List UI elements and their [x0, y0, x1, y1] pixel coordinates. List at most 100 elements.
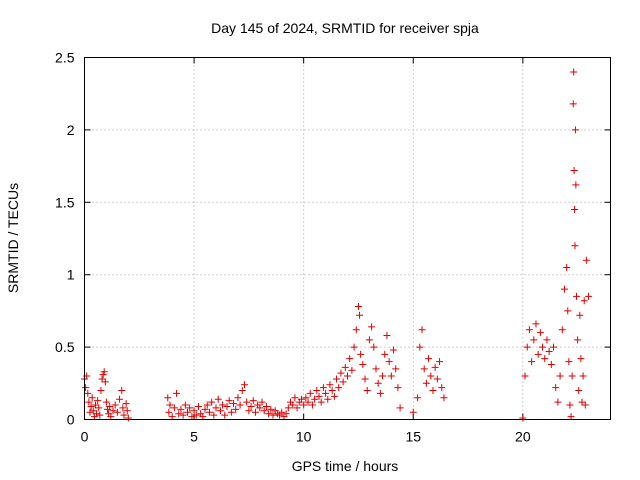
data-point [300, 401, 308, 409]
data-point [536, 329, 544, 337]
data-point [234, 394, 242, 402]
y-tick-label: 2 [67, 122, 75, 138]
data-point [265, 410, 273, 418]
data-point [304, 398, 312, 406]
data-point [293, 404, 301, 412]
data-point [365, 336, 373, 344]
data-point [416, 343, 424, 351]
data-point [582, 256, 590, 264]
data-point [532, 320, 540, 328]
data-point [330, 392, 338, 400]
data-point [84, 389, 92, 397]
data-point [339, 378, 347, 386]
data-point [560, 285, 568, 293]
data-point [175, 410, 183, 418]
data-point [101, 378, 109, 386]
data-point [568, 372, 576, 380]
data-point [313, 387, 321, 395]
data-point [260, 407, 268, 415]
data-point [585, 292, 593, 300]
data-point [190, 407, 198, 415]
data-point [361, 375, 369, 383]
data-point [123, 407, 131, 415]
data-point [436, 358, 444, 366]
data-point [356, 311, 364, 319]
data-point [534, 350, 542, 358]
data-point [572, 181, 580, 189]
data-point [97, 387, 105, 395]
data-point [93, 410, 101, 418]
data-point [344, 372, 351, 380]
data-point [570, 68, 578, 76]
data-point [291, 394, 299, 402]
data-point [124, 414, 132, 422]
data-point [530, 336, 538, 344]
x-axis-label: GPS time / hours [292, 458, 399, 474]
data-point [576, 311, 584, 319]
data-point [322, 389, 330, 397]
data-point [381, 350, 389, 358]
data-point [251, 408, 259, 416]
data-point [385, 358, 393, 366]
data-point [566, 401, 574, 409]
data-point [166, 401, 174, 409]
data-point [335, 384, 343, 392]
data-point [317, 398, 325, 406]
data-point [194, 402, 202, 410]
data-point [184, 408, 192, 416]
data-point [570, 166, 578, 174]
data-point [545, 347, 553, 355]
data-point [341, 363, 349, 371]
data-point [170, 404, 178, 412]
data-point [374, 379, 382, 387]
data-point [278, 408, 286, 416]
data-point [164, 394, 172, 402]
data-point [216, 407, 224, 415]
data-point [315, 392, 323, 400]
data-point [383, 332, 391, 340]
data-point [284, 404, 292, 412]
data-point [119, 404, 127, 412]
x-tick-label: 20 [515, 429, 531, 445]
data-point [225, 397, 233, 405]
data-point [212, 404, 220, 412]
data-point [414, 394, 422, 402]
data-point [394, 384, 402, 392]
data-point [429, 387, 437, 395]
data-point [95, 404, 103, 412]
data-point [122, 400, 130, 408]
data-point [363, 387, 371, 395]
data-point [324, 395, 332, 403]
data-point [368, 323, 376, 331]
x-tick-label: 5 [190, 429, 198, 445]
data-point [181, 401, 189, 409]
data-point [319, 384, 327, 392]
data-point [256, 404, 264, 412]
data-point [354, 303, 362, 311]
data-point [173, 389, 181, 397]
data-point [564, 307, 572, 315]
data-point [100, 368, 108, 376]
data-point [433, 375, 441, 383]
data-point [547, 360, 555, 368]
data-point [86, 408, 94, 416]
plot-frame [84, 57, 611, 420]
data-point [552, 384, 560, 392]
axis-ticks: 0 5 10 15 20 0 0.5 1 1.5 2 2.5 [55, 50, 611, 445]
data-point [392, 365, 400, 373]
chart-title: Day 145 of 2024, SRMTID for receiver spj… [211, 20, 479, 36]
data-point [302, 394, 310, 402]
data-point [565, 358, 573, 366]
data-point [116, 395, 124, 403]
data-point [556, 372, 564, 380]
data-point [569, 100, 577, 108]
data-point [554, 398, 562, 406]
data-point [94, 397, 102, 405]
data-point [249, 397, 257, 405]
grid [84, 57, 611, 420]
data-point [543, 336, 551, 344]
data-point [230, 400, 238, 408]
data-point [333, 375, 341, 383]
data-point [427, 372, 435, 380]
